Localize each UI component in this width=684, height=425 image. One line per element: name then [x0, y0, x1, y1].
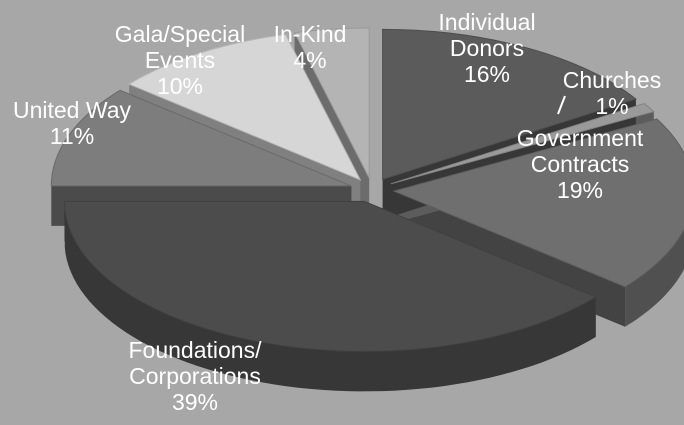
- churches-leader-line: [557, 95, 566, 115]
- slice-label-gala-special-events: Gala/Special Events 10%: [115, 21, 245, 99]
- slice-name-line-individual-donors-0: Individual: [438, 9, 535, 35]
- slice-name-line-gala-special-events-0: Gala/Special: [115, 21, 245, 47]
- slice-name-line-government-contracts-1: Contracts: [531, 151, 629, 177]
- slice-name-line-foundations-corporations-0: Foundations/: [129, 337, 263, 363]
- pie-slice-individual-donors: [382, 28, 637, 181]
- slice-name-line-individual-donors-1: Donors: [450, 35, 524, 61]
- slice-name-line-foundations-corporations-1: Corporations: [129, 363, 261, 389]
- slice-value-label-united-way: 11%: [50, 123, 94, 149]
- pie-slice-united-way: [50, 89, 352, 187]
- slice-label-churches: Churches 1%: [563, 67, 661, 119]
- slice-value-label-in-kind: 4%: [293, 47, 326, 73]
- pie-tops: [50, 27, 684, 352]
- slice-value-label-individual-donors: 16%: [464, 61, 510, 87]
- pie-side-government-contracts: [625, 229, 684, 327]
- slice-label-united-way: United Way 11%: [13, 97, 132, 149]
- pie-slice-government-contracts: [392, 118, 684, 288]
- pie-slice-foundations-corporations: [63, 200, 597, 352]
- slice-label-foundations-corporations: Foundations/Corporations 39%: [129, 337, 263, 415]
- slice-value-label-government-contracts: 19%: [557, 177, 603, 203]
- pie-slice-in-kind: [293, 27, 370, 179]
- slice-name-line-government-contracts-0: Government: [517, 125, 644, 151]
- slice-name-line-gala-special-events-1: Events: [145, 47, 215, 73]
- slice-name-line-churches-0: Churches: [563, 67, 661, 93]
- pie-labels: Individual Donors 16% Churches 1%Government C…: [13, 9, 661, 415]
- slice-value-label-foundations-corporations: 39%: [172, 389, 218, 415]
- slice-label-in-kind: In-Kind 4%: [274, 21, 347, 73]
- slice-label-government-contracts: Government Contracts 19%: [517, 125, 644, 203]
- slice-name-line-united-way-0: United Way: [13, 97, 132, 123]
- slice-value-label-churches: 1%: [595, 93, 628, 119]
- pie-side-foundations-corporations: [64, 207, 596, 392]
- pie-slice-churches: [390, 102, 655, 185]
- slice-name-line-in-kind-0: In-Kind: [274, 21, 347, 47]
- slice-label-individual-donors: Individual Donors 16%: [438, 9, 535, 87]
- slice-value-label-gala-special-events: 10%: [157, 73, 203, 99]
- pie-slice-gala-special-events: [127, 33, 362, 181]
